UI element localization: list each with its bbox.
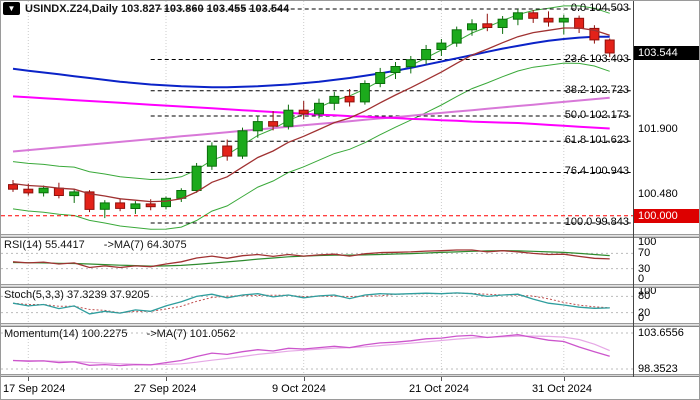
price-axis-label: 100.480 [638, 188, 678, 200]
stochastic-label: Stoch(5,3,3) 37.3239 37.9205 [4, 289, 150, 301]
fib-level-label: 61.8 101.623 [564, 134, 629, 146]
price-axis-label: 101.900 [638, 123, 678, 135]
fib-level-label: 38.2 102.723 [564, 84, 629, 96]
candle [283, 109, 294, 127]
candle [69, 191, 80, 197]
candle [421, 49, 432, 61]
panel-separator[interactable] [1, 323, 699, 327]
candle [344, 95, 355, 103]
time-axis-tick [441, 377, 442, 381]
candle [130, 203, 141, 209]
candle [528, 12, 539, 19]
candle [589, 27, 600, 41]
indicator-axis-label: 0 [638, 273, 645, 285]
candle [252, 121, 263, 132]
hline-price-badge: 100.000 [634, 209, 699, 223]
indicator-axis-label: 100 [638, 288, 657, 297]
candle [436, 42, 447, 50]
indicator-axis-label: 0 [638, 312, 645, 324]
candle [268, 121, 279, 127]
date-axis-label: 31 Oct 2024 [532, 383, 592, 395]
current-price-badge: 103.544 [634, 46, 699, 60]
panel-separator[interactable] [1, 374, 699, 377]
candle [206, 145, 217, 167]
time-axis-tick [166, 377, 167, 381]
indicator-axis-label: 103.6556 [638, 327, 684, 339]
momentum-header: Momentum(14) 100.2275 ->MA(7) 101.0562 [4, 328, 236, 340]
main-chart-panel[interactable]: ▼ USINDX.Z24,Daily 103.827 103.860 103.4… [1, 1, 699, 234]
candle [38, 187, 49, 194]
candle [604, 39, 615, 54]
candle [375, 72, 386, 84]
fib-level-label: 100.0 99.843 [564, 216, 629, 228]
rsi-panel[interactable]: RSI(14) 55.4417 ->MA(7) 64.3075 100 70 30 0 [1, 238, 699, 285]
date-axis-label: 17 Sep 2024 [3, 383, 66, 395]
fib-level-label: 76.4 100.943 [564, 165, 629, 177]
candle [497, 18, 508, 29]
stochastic-panel[interactable]: Stoch(5,3,3) 37.3239 37.9205 100 80 20 0 [1, 288, 699, 324]
indicator-axis-label: 70 [638, 247, 651, 259]
candle [298, 109, 309, 115]
momentum-panel[interactable]: Momentum(14) 100.2275 ->MA(7) 101.0562 1… [1, 327, 699, 375]
rsi-ma-label: ->MA(7) 64.3075 [103, 239, 187, 251]
indicator-axis-label: 30 [638, 263, 651, 275]
candle [145, 203, 156, 208]
symbol-marker-icon: ▼ [3, 2, 20, 15]
price-axis-divider [633, 1, 634, 377]
candle [161, 197, 171, 208]
rsi-label: RSI(14) 55.4417 [4, 239, 85, 251]
momentum-label: Momentum(14) 100.2275 [4, 328, 128, 340]
time-axis-tick [28, 377, 29, 381]
candle [329, 95, 340, 104]
time-axis-tick [304, 377, 305, 381]
fib-level-label: 0.0 104.503 [570, 2, 629, 14]
indicator-axis-label: 20 [638, 307, 651, 319]
momentum-svg [1, 327, 633, 374]
fib-level-label: 23.6 103.403 [564, 53, 629, 65]
indicator-axis-label: 98.3523 [638, 363, 678, 375]
indicator-axis-label: 100 [638, 238, 657, 248]
fib-level-label: 50.0 102.173 [564, 109, 629, 121]
indicator-axis-label: 80 [638, 290, 651, 302]
candle [512, 12, 523, 20]
date-axis-label: 21 Oct 2024 [409, 383, 469, 395]
triangle-down-icon: ▼ [7, 4, 16, 13]
candle [191, 165, 202, 191]
candle [237, 130, 248, 157]
candle [451, 29, 462, 44]
stochastic-svg [1, 288, 633, 323]
chart-title-ohlc: USINDX.Z24,Daily 103.827 103.860 103.455… [25, 2, 290, 15]
candle [99, 202, 110, 210]
candle [405, 59, 416, 68]
candle [359, 83, 370, 103]
candle [543, 17, 554, 23]
candle [314, 102, 324, 115]
candle [482, 23, 493, 28]
candle [8, 184, 18, 190]
candle [574, 17, 585, 29]
panel-separator[interactable] [1, 284, 699, 288]
main-chart-svg [1, 1, 633, 234]
date-axis-label: 9 Oct 2024 [272, 383, 326, 395]
panel-separator[interactable] [1, 234, 699, 238]
candle [467, 23, 477, 31]
candle [222, 145, 233, 157]
time-axis[interactable]: 17 Sep 2024 27 Sep 2024 9 Oct 2024 21 Oct 2… [1, 377, 699, 399]
rsi-svg [1, 238, 633, 284]
chart-header: ▼ USINDX.Z24,Daily 103.827 103.860 103.4… [3, 2, 289, 15]
candle [23, 188, 34, 194]
rsi-header: RSI(14) 55.4417 ->MA(7) 64.3075 [4, 239, 187, 251]
momentum-ma-label: ->MA(7) 101.0562 [146, 328, 236, 340]
stochastic-header: Stoch(5,3,3) 37.3239 37.9205 [4, 289, 150, 301]
candle [558, 17, 569, 23]
candle [115, 202, 126, 209]
candle [84, 191, 95, 210]
candle [53, 187, 64, 196]
date-axis-label: 27 Sep 2024 [134, 383, 197, 395]
time-axis-tick [564, 377, 565, 381]
candle [390, 66, 401, 73]
